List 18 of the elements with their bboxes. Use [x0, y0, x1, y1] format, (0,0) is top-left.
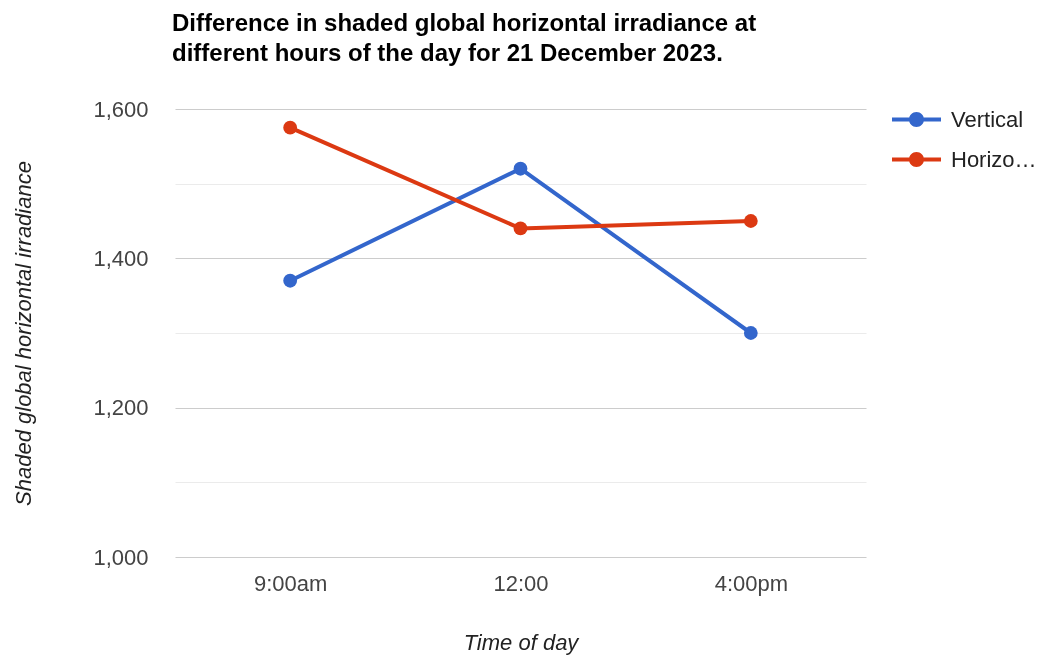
legend-label: Horizo… [951, 146, 1037, 172]
point [743, 214, 758, 228]
x-axis-title: Time of day [463, 629, 581, 655]
y-tick-label: 1,000 [93, 544, 149, 570]
x-tick-label: 4:00pm [714, 570, 789, 596]
point [743, 326, 758, 340]
y-axis-title: Shaded global horizontal irradiance [11, 161, 37, 506]
point [513, 221, 528, 236]
x-tick-label: 9:00am [253, 570, 328, 596]
chart-title: Difference in shaded global horizontal irradiance at different hours of the day for 21 December 2023. [172, 9, 757, 66]
point [513, 161, 528, 176]
legend-label: Vertical [951, 106, 1024, 132]
point [283, 273, 298, 288]
point [283, 120, 298, 135]
y-tick-label: 1,400 [93, 245, 149, 271]
y-tick-label: 1,200 [93, 395, 149, 421]
y-tick-label: 1,600 [93, 96, 149, 122]
x-tick-label: 12:00 [493, 570, 549, 596]
